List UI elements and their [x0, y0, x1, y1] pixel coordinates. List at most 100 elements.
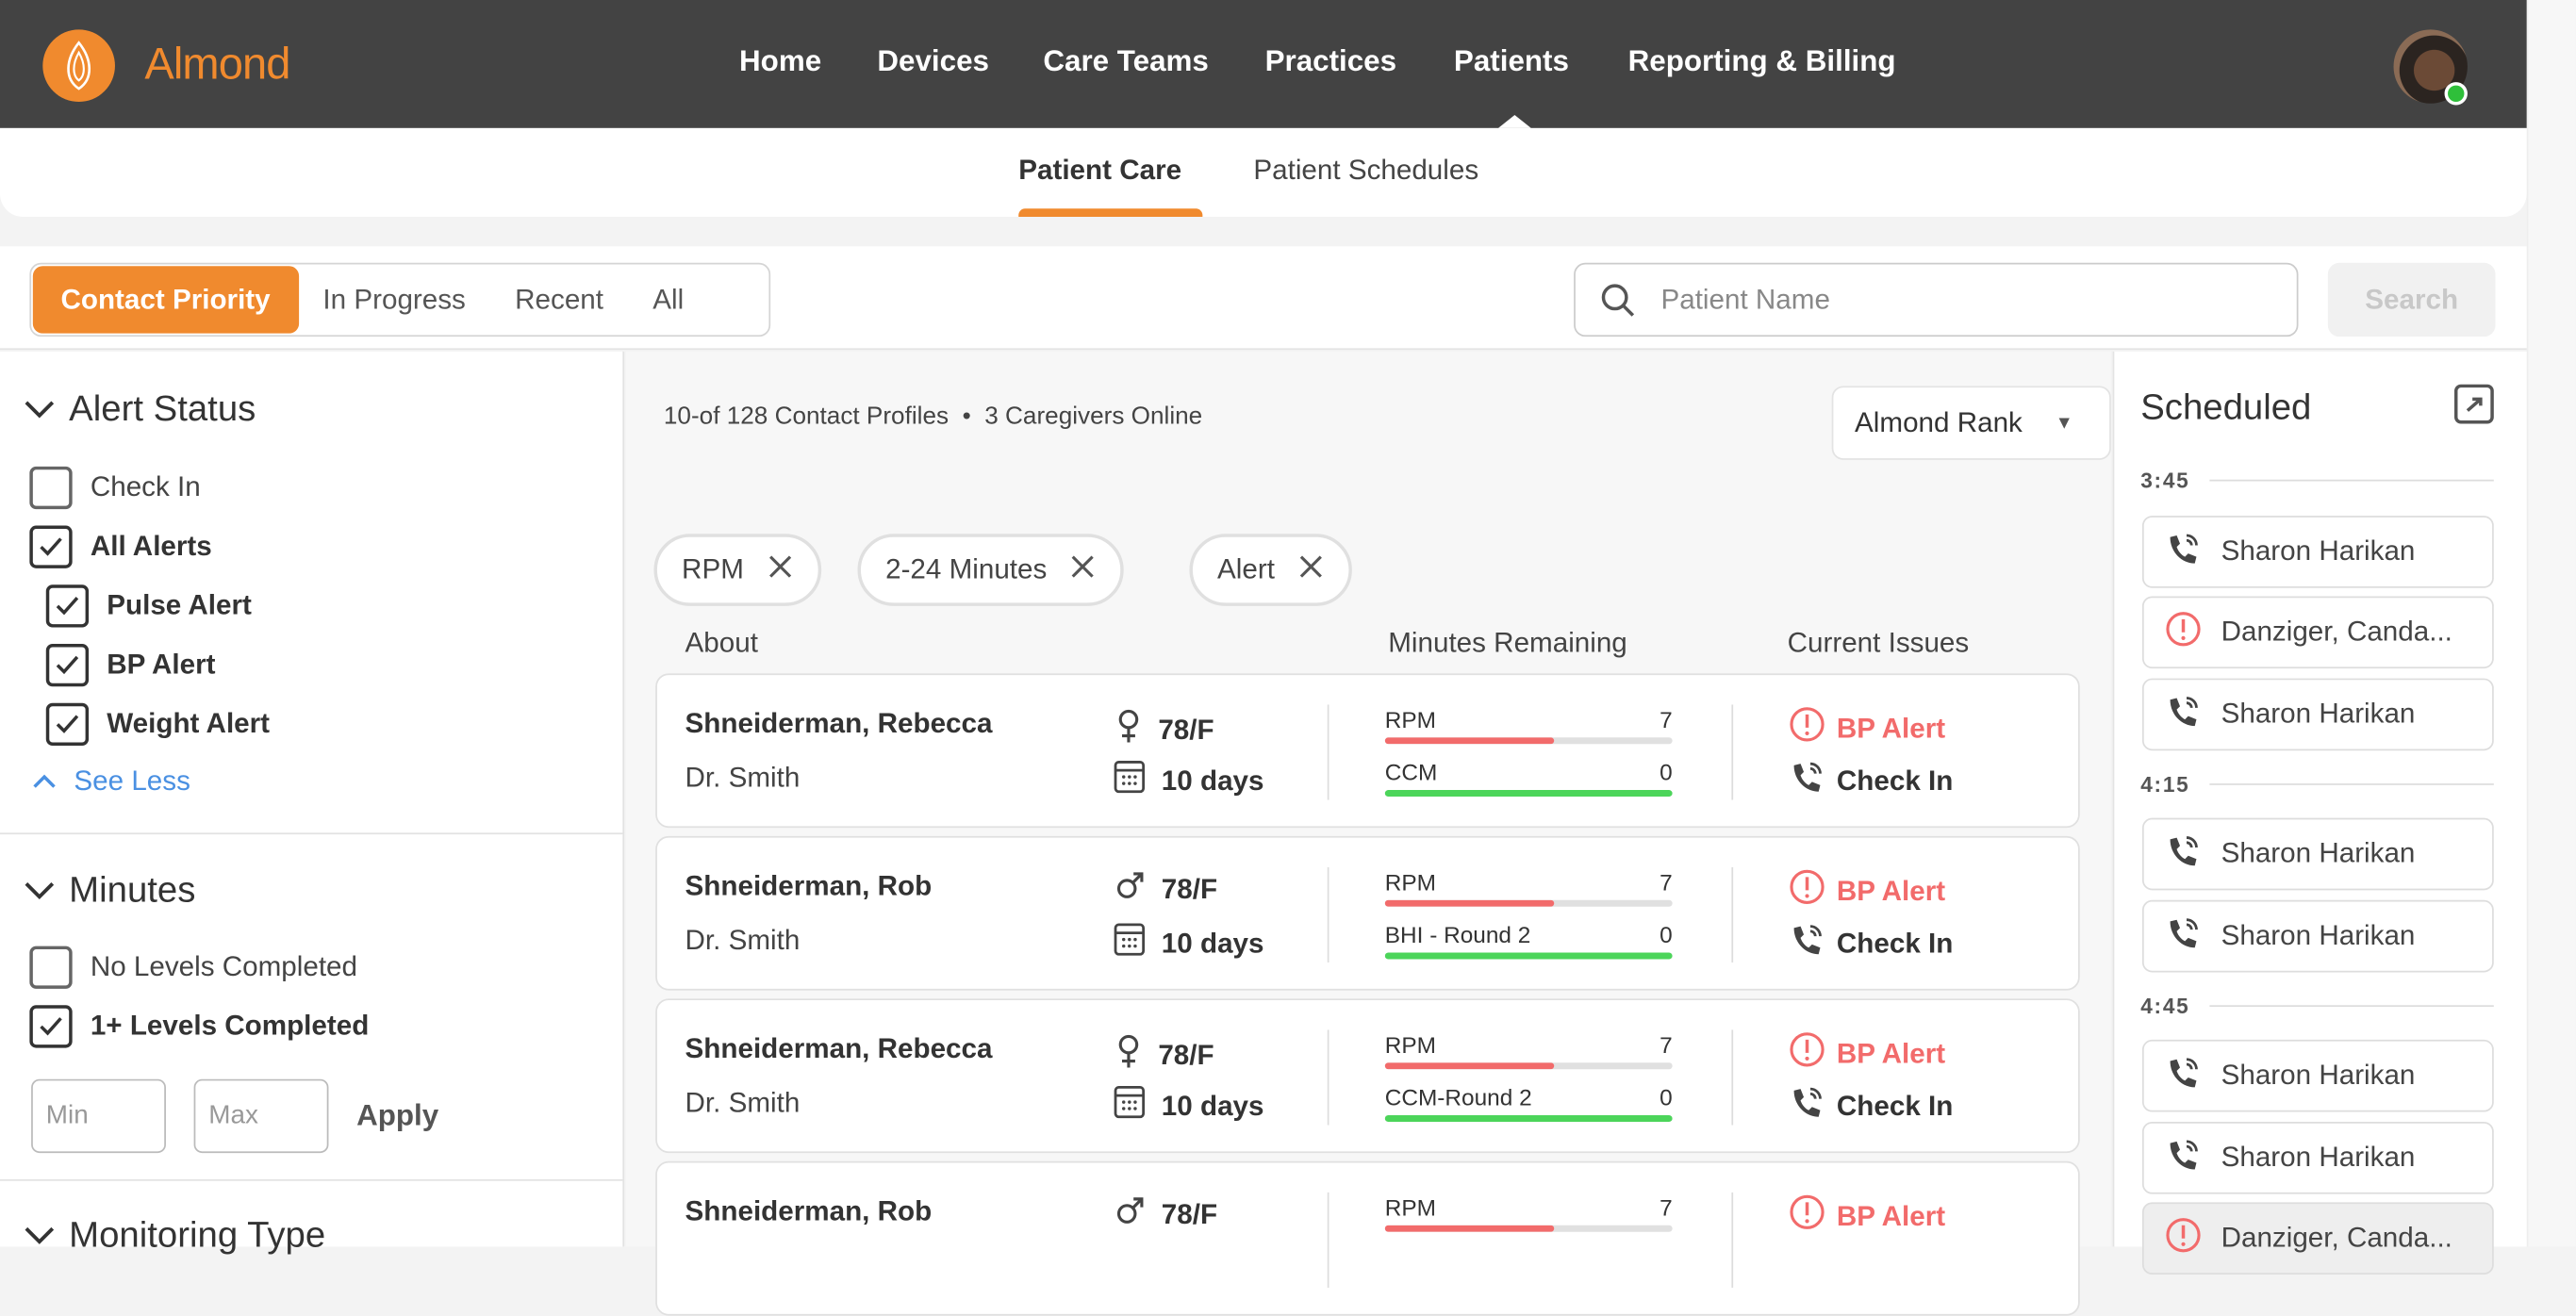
- remove-chip-icon[interactable]: [767, 552, 793, 587]
- checkbox-row[interactable]: All Alerts: [29, 525, 212, 568]
- checkbox-checked[interactable]: [29, 525, 73, 568]
- scheduled-patient-name: Sharon Harikan: [2221, 1141, 2416, 1174]
- nav-practices[interactable]: Practices: [1264, 44, 1397, 77]
- segment-recent[interactable]: Recent: [515, 283, 604, 315]
- search-button[interactable]: Search: [2327, 262, 2496, 337]
- scheduled-item[interactable]: Danziger, Canda...: [2141, 1202, 2494, 1275]
- segment-contact-priority[interactable]: Contact Priority: [32, 266, 299, 334]
- sub-nav: [0, 127, 2527, 217]
- issue-label: Check In: [1836, 1090, 1954, 1122]
- minutes-header[interactable]: Minutes: [23, 869, 195, 912]
- almond-logo-icon[interactable]: [42, 29, 115, 103]
- checkbox-unchecked[interactable]: [29, 466, 73, 510]
- checkbox-checked[interactable]: [45, 643, 90, 687]
- filter-chip[interactable]: Alert: [1189, 534, 1352, 606]
- scheduled-item[interactable]: Sharon Harikan: [2141, 899, 2494, 973]
- patient-card[interactable]: Shneiderman, Rob Dr. Smith 78/F 10 days …: [655, 835, 2080, 991]
- patient-name[interactable]: Shneiderman, Rebecca: [685, 1032, 993, 1065]
- age-gender: 78/F: [1115, 1195, 1217, 1233]
- scheduled-patient-name: Sharon Harikan: [2221, 919, 2416, 951]
- checkbox-row[interactable]: Pulse Alert: [45, 584, 252, 628]
- filter-chip[interactable]: 2-24 Minutes: [857, 534, 1125, 606]
- alert-status-header[interactable]: Alert Status: [23, 387, 256, 430]
- alert-issue[interactable]: BP Alert: [1789, 1031, 1945, 1076]
- nav-reporting-billing[interactable]: Reporting & Billing: [1627, 44, 1896, 77]
- scheduled-item[interactable]: Sharon Harikan: [2141, 1121, 2494, 1194]
- scrollbar[interactable]: [2526, 0, 2576, 1247]
- days-info: 10 days: [1114, 1086, 1264, 1127]
- see-less-link[interactable]: See Less: [31, 765, 190, 798]
- monitoring-type-header[interactable]: Monitoring Type: [23, 1214, 325, 1257]
- program-value: 7: [1660, 706, 1673, 733]
- time-slot-label: 4:15: [2140, 772, 2494, 797]
- segment-in-progress[interactable]: In Progress: [322, 283, 466, 315]
- patient-name[interactable]: Shneiderman, Rob: [685, 1195, 933, 1227]
- issue-label: Check In: [1836, 765, 1954, 797]
- filter-chip[interactable]: RPM: [653, 534, 821, 606]
- min-input[interactable]: [31, 1078, 166, 1154]
- program-label: BHI - Round 2: [1384, 921, 1531, 948]
- checkbox-row[interactable]: Weight Alert: [45, 702, 270, 747]
- apply-button[interactable]: Apply: [356, 1098, 439, 1132]
- tab-patient-care[interactable]: Patient Care: [1018, 154, 1182, 186]
- time-text: 3:45: [2140, 468, 2190, 493]
- segment-all[interactable]: All: [652, 283, 685, 315]
- tab-patient-schedules[interactable]: Patient Schedules: [1253, 154, 1479, 186]
- scheduled-item[interactable]: Danziger, Canda...: [2141, 596, 2494, 669]
- program-label: RPM: [1384, 868, 1436, 896]
- nav-care-teams[interactable]: Care Teams: [1043, 44, 1209, 77]
- scheduled-item[interactable]: Sharon Harikan: [2141, 817, 2494, 891]
- sort-dropdown[interactable]: Almond Rank ▼: [1831, 386, 2111, 460]
- checkbox-checked[interactable]: [45, 702, 90, 747]
- alert-issue[interactable]: BP Alert: [1789, 869, 1945, 913]
- patient-card[interactable]: Shneiderman, Rebecca Dr. Smith 78/F 10 d…: [655, 673, 2080, 829]
- nav-home[interactable]: Home: [739, 44, 822, 77]
- checkbox-checked[interactable]: [29, 1005, 73, 1048]
- checkbox-row[interactable]: Check In: [29, 466, 201, 510]
- active-nav-caret-icon: [1497, 114, 1531, 128]
- program-minutes: CCM 0: [1384, 760, 1673, 798]
- nav-patients[interactable]: Patients: [1453, 44, 1569, 77]
- progress-fill: [1384, 1115, 1673, 1122]
- alert-icon: [1789, 869, 1825, 913]
- brand-name[interactable]: Almond: [144, 39, 290, 90]
- alert-issue[interactable]: BP Alert: [1789, 1194, 1945, 1239]
- patient-name[interactable]: Shneiderman, Rob: [685, 870, 933, 902]
- scheduled-patient-name: Sharon Harikan: [2221, 698, 2416, 730]
- phone-icon: [1789, 759, 1825, 803]
- expand-icon[interactable]: [2453, 384, 2494, 424]
- scheduled-item[interactable]: Sharon Harikan: [2141, 516, 2494, 588]
- check-in-issue[interactable]: Check In: [1789, 759, 1953, 803]
- program-minutes: RPM 7: [1384, 706, 1673, 745]
- checkbox-row[interactable]: 1+ Levels Completed: [29, 1005, 370, 1048]
- patient-card[interactable]: Shneiderman, Rebecca Dr. Smith 78/F 10 d…: [655, 998, 2080, 1154]
- checkbox-unchecked[interactable]: [29, 946, 73, 989]
- patient-name[interactable]: Shneiderman, Rebecca: [685, 707, 993, 740]
- checkbox-row[interactable]: No Levels Completed: [29, 946, 357, 989]
- nav-devices[interactable]: Devices: [877, 44, 989, 77]
- remove-chip-icon[interactable]: [1070, 552, 1097, 587]
- checkbox-label: 1+ Levels Completed: [90, 1010, 370, 1042]
- patient-card[interactable]: Shneiderman, Rob 78/F RPM 7 BP Alert: [655, 1160, 2080, 1316]
- column-header-minutes-remaining: Minutes Remaining: [1388, 627, 1627, 659]
- minutes-title: Minutes: [69, 868, 196, 911]
- patient-name-input[interactable]: [1660, 264, 2270, 336]
- age-gender: 78/F: [1115, 708, 1214, 752]
- scheduled-item[interactable]: Sharon Harikan: [2141, 1039, 2494, 1112]
- phone-icon: [2165, 831, 2201, 876]
- progress-fill: [1384, 1062, 1555, 1070]
- calendar-icon: [1114, 1086, 1146, 1127]
- column-header-about: About: [685, 627, 758, 659]
- scheduled-item[interactable]: Sharon Harikan: [2141, 678, 2494, 751]
- sort-dropdown-value: Almond Rank: [1855, 406, 2023, 438]
- alert-issue[interactable]: BP Alert: [1789, 706, 1945, 750]
- check-in-issue[interactable]: Check In: [1789, 1084, 1953, 1128]
- progress-fill: [1384, 790, 1673, 798]
- max-input[interactable]: [193, 1078, 329, 1154]
- checkbox-checked[interactable]: [45, 584, 90, 628]
- remove-chip-icon[interactable]: [1297, 552, 1324, 587]
- chip-label: Alert: [1217, 553, 1275, 585]
- age-label: 78/F: [1161, 873, 1218, 905]
- check-in-issue[interactable]: Check In: [1789, 921, 1953, 965]
- checkbox-row[interactable]: BP Alert: [45, 643, 215, 687]
